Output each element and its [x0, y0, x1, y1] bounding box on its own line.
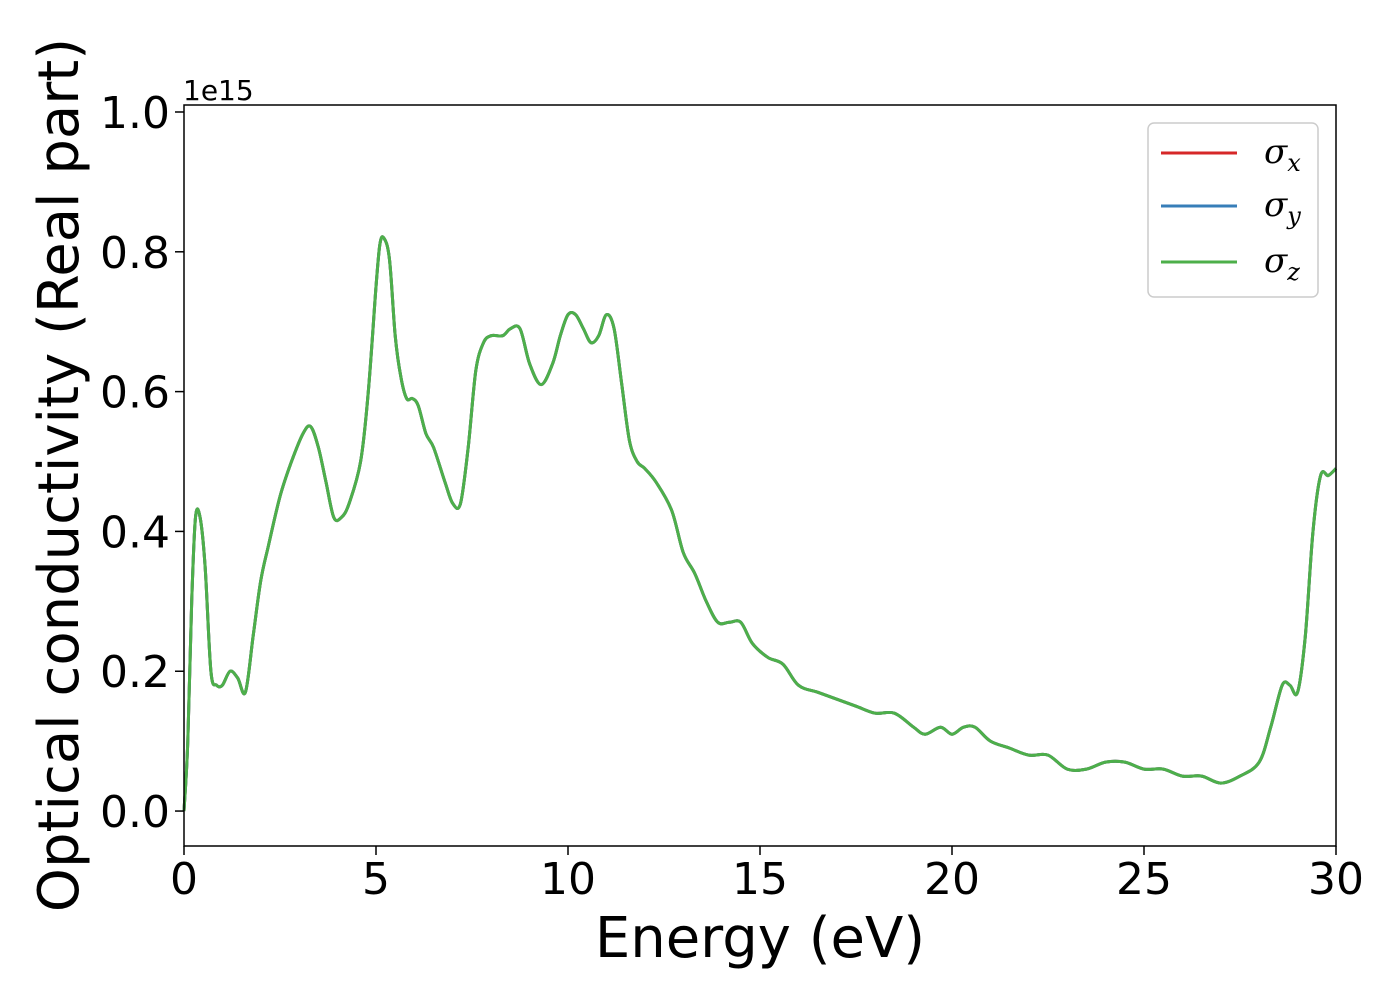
- series-lines: [182, 235, 1338, 812]
- y-axis-title: Optical conductivity (Real part): [27, 38, 92, 912]
- legend-box: [1147, 122, 1319, 298]
- x-tick-label: 20: [924, 854, 980, 905]
- y-tick-label: 0.0: [100, 787, 170, 838]
- y-tick-label: 1.0: [100, 88, 170, 139]
- legend-label-z: σz: [1264, 241, 1300, 286]
- series-line-z: [182, 235, 1338, 812]
- y-offset-label: 1e15: [183, 74, 254, 107]
- y-tick-label: 0.8: [100, 228, 170, 279]
- x-tick-label: 15: [732, 854, 788, 905]
- legend: σx σy σz: [1147, 122, 1319, 298]
- x-tick-label: 25: [1116, 854, 1172, 905]
- y-tick-label: 0.6: [100, 368, 170, 419]
- legend-label-x: σx: [1264, 132, 1301, 177]
- legend-label-y: σy: [1264, 185, 1301, 230]
- plot-area: [184, 105, 1336, 846]
- x-tick-label: 0: [170, 854, 198, 905]
- x-axis-title: Energy (eV): [595, 906, 925, 971]
- y-ticks: 0.0 0.2 0.4 0.6 0.8 1.0: [100, 88, 184, 838]
- x-ticks: 0 5 10 15 20 25 30: [170, 846, 1364, 905]
- y-tick-label: 0.2: [100, 647, 170, 698]
- legend-items: σx σy σz: [1161, 132, 1301, 286]
- x-tick-label: 30: [1308, 854, 1364, 905]
- x-tick-label: 10: [540, 854, 596, 905]
- x-tick-label: 5: [362, 854, 390, 905]
- y-tick-label: 0.4: [100, 507, 170, 558]
